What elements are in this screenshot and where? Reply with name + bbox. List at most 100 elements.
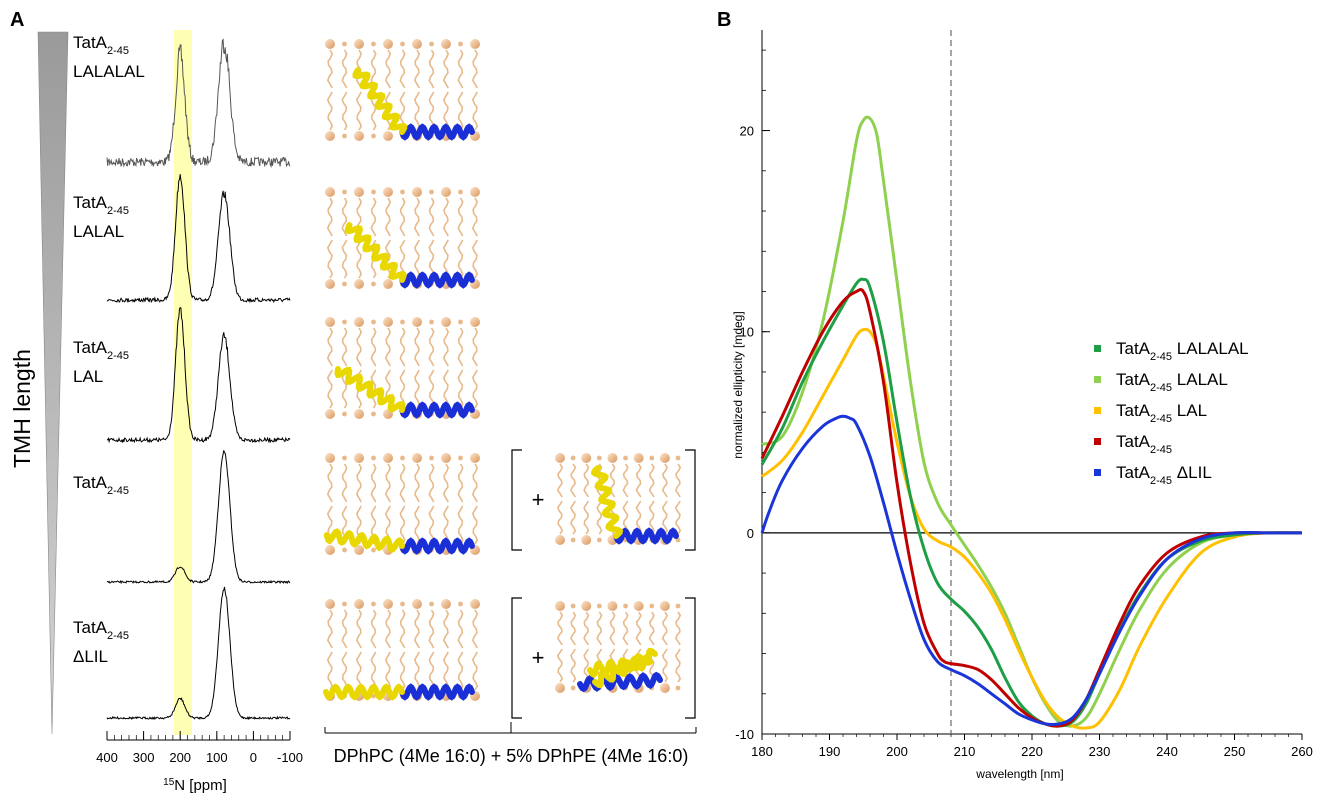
plus-sign: +: [532, 645, 545, 670]
cd-chart: -10 0 10 20 180 190 200 210 220 230 240 250 260 TatA…: [735, 30, 1313, 759]
ppm-tick-label: 400: [96, 750, 118, 765]
cd-legend-name: TatA: [1116, 463, 1151, 482]
cd-legend-swatch: [1094, 438, 1101, 445]
tmh-length-label: TMH length: [9, 349, 35, 468]
lipid-head: [470, 187, 480, 197]
lipid-head: [470, 453, 480, 463]
lipid-head: [555, 601, 565, 611]
transmembrane-helix: [323, 683, 405, 701]
lipid-head: [383, 187, 393, 197]
sample-label-sub: 2-45: [107, 45, 129, 57]
cd-axes: -10 0 10 20 180 190 200 210 220 230 240 250 260: [735, 30, 1313, 759]
tmh-length-wedge: [37, 31, 69, 735]
cd-legend-swatch: [1094, 376, 1101, 383]
amphipathic-helix: [399, 683, 475, 701]
transmembrane-helix: [590, 465, 624, 539]
cd-x-tick-label: 260: [1291, 744, 1313, 759]
sample-label: TatA2-45: [73, 338, 129, 362]
cd-legend-name: TatA: [1116, 339, 1151, 358]
membrane-model: [325, 317, 480, 419]
cd-y-tick-label: 10: [740, 325, 754, 340]
nmr-spectrum-trace: [106, 38, 291, 169]
cd-x-tick-label: 240: [1156, 744, 1178, 759]
lipid-head: [659, 601, 670, 611]
sample-label-sub: 2-45: [107, 630, 129, 642]
membrane-schematics: ++: [323, 39, 696, 719]
lipid-head: [383, 39, 393, 49]
sample-label-sub: 2-45: [107, 350, 129, 362]
lipid-head: [412, 39, 422, 49]
lipid-head: [325, 599, 335, 609]
cd-series: [760, 115, 1303, 730]
lipid-head: [581, 535, 592, 545]
transmembrane-helix: [587, 653, 653, 679]
nmr-spectrum-trace: [106, 586, 291, 721]
lipid-head: [441, 453, 451, 463]
cd-legend-entry: TatA2-45: [1116, 432, 1172, 456]
cd-legend-suffix: LALALAL: [1172, 339, 1249, 358]
ppm-tick-label: 200: [169, 750, 191, 765]
plus-sign: +: [532, 487, 545, 512]
cd-legend-sub: 2-45: [1150, 444, 1172, 456]
cd-x-tick-label: 250: [1224, 744, 1246, 759]
lipid-head: [325, 317, 335, 327]
alternate-state: +: [511, 597, 696, 719]
cd-legend-swatch: [1094, 407, 1101, 414]
sample-label-variant: LALALAL: [73, 62, 145, 81]
ppm-tick-label: 0: [250, 750, 257, 765]
lipid-head: [470, 317, 480, 327]
cd-x-axis-label: wavelength [nm]: [975, 767, 1063, 781]
lipid-head: [354, 39, 364, 49]
cd-legend-entry: TatA2-45 LALALAL: [1116, 339, 1249, 363]
lipid-head: [325, 453, 335, 463]
lipid-head: [470, 599, 480, 609]
cd-legend-suffix: LAL: [1172, 401, 1207, 420]
panel-a-letter: A: [10, 9, 24, 31]
lipid-head: [607, 453, 618, 463]
sample-label-sub: 2-45: [107, 485, 129, 497]
membrane-model: [323, 599, 480, 701]
transmembrane-helix: [344, 222, 407, 283]
amphipathic-helix: [399, 401, 475, 419]
sample-label-sub: 2-45: [107, 205, 129, 217]
lipid-head: [412, 187, 422, 197]
cd-series-line: [760, 414, 1302, 727]
membrane-composition-label: DPhPC (4Me 16:0) + 5% DPhPE (4Me 16:0): [334, 746, 689, 766]
ppm-tick-label: 300: [133, 750, 155, 765]
sample-label-variant: LALAL: [73, 222, 124, 241]
ppm-axis: 400 300 200 100 0 -100: [96, 731, 303, 765]
amphipathic-helix: [613, 527, 679, 545]
cd-legend-sub: 2-45: [1150, 413, 1172, 425]
sample-label: TatA2-45: [73, 473, 129, 497]
cd-legend-sub: 2-45: [1150, 382, 1172, 394]
cd-legend-sub: 2-45: [1150, 351, 1172, 363]
lipid-head: [383, 599, 393, 609]
highlight-band: [174, 30, 192, 735]
amphipathic-helix: [399, 123, 475, 141]
lipid-head: [633, 601, 644, 611]
cd-legend-suffix: LALAL: [1172, 370, 1228, 389]
sample-label-variant: ΔLIL: [73, 647, 108, 666]
cd-y-axis-label: normalized ellipticity [mdeg]: [731, 311, 745, 458]
lipid-head: [354, 599, 364, 609]
lipid-head: [325, 187, 335, 197]
lipid-head: [555, 535, 565, 545]
cd-legend-swatch: [1094, 345, 1101, 352]
lipid-head: [470, 39, 480, 49]
cd-series-line: [760, 288, 1302, 728]
cd-x-tick-label: 180: [751, 744, 773, 759]
sample-label-variant: LAL: [73, 367, 103, 386]
lipid-head: [555, 683, 565, 693]
lipid-head: [581, 453, 592, 463]
ppm-axis-label: 15N [ppm]: [163, 777, 227, 795]
sample-label-name: TatA: [73, 618, 108, 637]
nmr-spectrum-trace: [106, 174, 291, 304]
cd-x-tick-label: 190: [819, 744, 841, 759]
ppm-tick-label: -100: [277, 750, 303, 765]
lipid-head: [441, 187, 451, 197]
lipid-head: [659, 453, 670, 463]
panel-b-letter: B: [717, 9, 731, 31]
lipid-head: [354, 317, 364, 327]
lipid-head: [354, 545, 364, 555]
transmembrane-helix: [352, 67, 408, 135]
